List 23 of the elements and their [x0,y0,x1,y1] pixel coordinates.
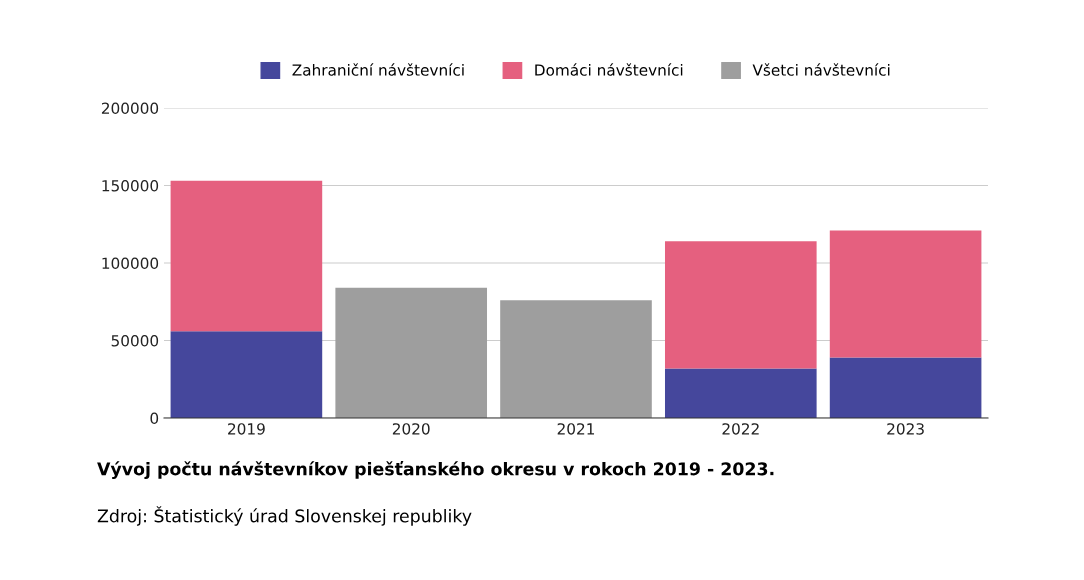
x-tick-label: 2021 [557,423,595,435]
y-tick-label: 150000 [102,179,159,192]
y-tick-label: 200000 [101,102,159,115]
legend-label: Zahraniční návštevníci [292,63,464,76]
bar [829,230,982,358]
legend-label: Domáci návštevníci [535,63,683,76]
bar [335,287,488,418]
x-tick-label: 2019 [228,423,265,435]
y-tick-label: 100000 [102,257,159,270]
legend-label: Všetci návštevníci [752,63,890,76]
text: Zdroj: Štatistický úrad Slovenskej republiky [97,506,472,526]
bar [170,331,323,418]
y-tick-label: 50000 [111,334,159,347]
x-tick-label: 2022 [722,423,759,435]
bar [664,241,817,369]
x-tick-label: 2020 [392,423,430,435]
bar [500,300,652,418]
bar [170,180,323,332]
bar [829,357,982,418]
text: Vývoj počtu návštevníkov piešťanského okresu v rokoch 2019 - 2023. [97,461,774,479]
y-tick-label: 0 [150,412,159,425]
bar [664,368,817,418]
x-tick-label: 2023 [887,423,924,435]
